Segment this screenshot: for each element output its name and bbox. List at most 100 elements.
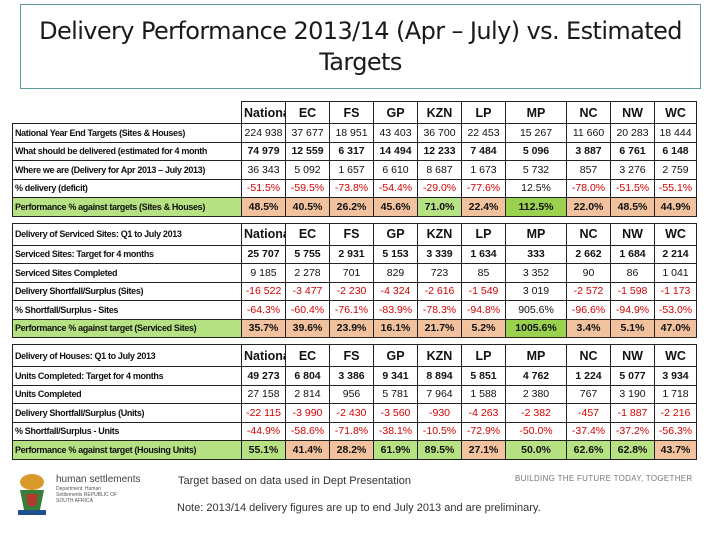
- table-row: % delivery (deficit) -51.5% -59.5% -73.8% -5…: [12, 178, 697, 198]
- column-header-fs: FS: [329, 222, 374, 246]
- column-header-nc: NC: [566, 222, 611, 246]
- cell-kzn: 89.5%: [417, 440, 462, 460]
- cell-nc: 11 660: [566, 123, 611, 143]
- cell-mp: 1005.6%: [505, 318, 567, 338]
- cell-fs: 6 317: [329, 141, 374, 161]
- table-row: Units Completed 27 158 2 814 956 5 781 7 964 1…: [12, 384, 697, 404]
- cell-ec: 39.6%: [285, 318, 330, 338]
- cell-national: 55.1%: [241, 440, 286, 460]
- cell-ec: 37 677: [285, 123, 330, 143]
- cell-nw: -94.9%: [610, 300, 655, 320]
- cell-wc: 2 759: [654, 160, 697, 180]
- table-header-row: NationalECFSGPKZNLPMPNCNWWC: [12, 101, 697, 124]
- cell-nc: 1 224: [566, 366, 611, 386]
- row-label: Performance % against target (Serviced S…: [12, 318, 242, 338]
- cell-lp: -1 549: [461, 281, 506, 301]
- logo-title: human settlements: [56, 474, 141, 485]
- cell-nw: -37.2%: [610, 421, 655, 441]
- cell-gp: 43 403: [373, 123, 418, 143]
- cell-mp: 112.5%: [505, 197, 567, 217]
- column-header-national: National: [241, 344, 286, 367]
- cell-national: 224 938: [241, 123, 286, 143]
- performance-tables: NationalECFSGPKZNLPMPNCNWWCNational Year…: [12, 101, 697, 460]
- cell-wc: 6 148: [654, 141, 697, 161]
- cell-nc: 3 887: [566, 141, 611, 161]
- cell-nw: 48.5%: [610, 197, 655, 217]
- cell-nc: 2 662: [566, 244, 611, 264]
- cell-nc: -37.4%: [566, 421, 611, 441]
- cell-wc: -2 216: [654, 403, 697, 423]
- cell-national: 48.5%: [241, 197, 286, 217]
- cell-nw: -1 887: [610, 403, 655, 423]
- column-header-wc: WC: [654, 101, 697, 124]
- column-header-kzn: KZN: [417, 101, 462, 124]
- cell-gp: 16.1%: [373, 318, 418, 338]
- cell-gp: -83.9%: [373, 300, 418, 320]
- row-label: Serviced Sites: Target for 4 months: [12, 244, 242, 264]
- cell-wc: 1 041: [654, 263, 697, 283]
- cell-kzn: 7 964: [417, 384, 462, 404]
- table-row: Units Completed: Target for 4 months 49 2…: [12, 366, 697, 386]
- column-header-lp: LP: [461, 101, 506, 124]
- table-1: NationalECFSGPKZNLPMPNCNWWCNational Year…: [12, 101, 697, 217]
- cell-lp: -94.8%: [461, 300, 506, 320]
- cell-mp: 5 096: [505, 141, 567, 161]
- cell-fs: -71.8%: [329, 421, 374, 441]
- cell-lp: 7 484: [461, 141, 506, 161]
- column-header-mp: MP: [505, 101, 567, 124]
- cell-fs: -2 430: [329, 403, 374, 423]
- cell-fs: -76.1%: [329, 300, 374, 320]
- cell-gp: 45.6%: [373, 197, 418, 217]
- row-label: Delivery Shortfall/Surplus (Units): [12, 403, 242, 423]
- table-row: Serviced Sites: Target for 4 months 25 70…: [12, 244, 697, 264]
- table-header-label: [12, 101, 242, 124]
- row-label: % delivery (deficit): [12, 178, 242, 198]
- cell-ec: 2 814: [285, 384, 330, 404]
- cell-national: -51.5%: [241, 178, 286, 198]
- cell-gp: 9 341: [373, 366, 418, 386]
- cell-nw: 62.8%: [610, 440, 655, 460]
- column-header-nw: NW: [610, 101, 655, 124]
- row-label: Serviced Sites Completed: [12, 263, 242, 283]
- cell-wc: -56.3%: [654, 421, 697, 441]
- cell-kzn: -2 616: [417, 281, 462, 301]
- cell-wc: 3 934: [654, 366, 697, 386]
- column-header-kzn: KZN: [417, 222, 462, 246]
- cell-nc: -2 572: [566, 281, 611, 301]
- cell-gp: -4 324: [373, 281, 418, 301]
- cell-national: 74 979: [241, 141, 286, 161]
- cell-wc: 47.0%: [654, 318, 697, 338]
- cell-lp: -4 263: [461, 403, 506, 423]
- cell-wc: -1 173: [654, 281, 697, 301]
- cell-mp: 2 380: [505, 384, 567, 404]
- coat-of-arms-icon: [18, 474, 46, 515]
- page-title: Delivery Performance 2013/14 (Apr – July…: [39, 16, 682, 76]
- cell-gp: 5 781: [373, 384, 418, 404]
- column-header-wc: WC: [654, 344, 697, 367]
- table-row: Where we are (Delivery for Apr 2013 – Ju…: [12, 160, 697, 180]
- row-label: What should be delivered (estimated for …: [12, 141, 242, 161]
- note-preliminary: Note: 2013/14 delivery figures are up to…: [177, 502, 541, 514]
- cell-kzn: -10.5%: [417, 421, 462, 441]
- cell-nw: 1 684: [610, 244, 655, 264]
- cell-nw: 3 190: [610, 384, 655, 404]
- table-row: Performance % against target (Serviced S…: [12, 318, 697, 338]
- column-header-wc: WC: [654, 222, 697, 246]
- cell-gp: 14 494: [373, 141, 418, 161]
- cell-kzn: -930: [417, 403, 462, 423]
- cell-wc: 18 444: [654, 123, 697, 143]
- cell-lp: 27.1%: [461, 440, 506, 460]
- cell-national: -64.3%: [241, 300, 286, 320]
- cell-lp: 85: [461, 263, 506, 283]
- row-label: Where we are (Delivery for Apr 2013 – Ju…: [12, 160, 242, 180]
- cell-mp: 5 732: [505, 160, 567, 180]
- cell-mp: -50.0%: [505, 421, 567, 441]
- cell-national: 49 273: [241, 366, 286, 386]
- cell-lp: 22.4%: [461, 197, 506, 217]
- table-2: Delivery of Serviced Sites: Q1 to July 2…: [12, 222, 697, 339]
- column-header-mp: MP: [505, 344, 567, 367]
- cell-gp: 829: [373, 263, 418, 283]
- column-header-fs: FS: [329, 344, 374, 367]
- cell-lp: -72.9%: [461, 421, 506, 441]
- cell-gp: -3 560: [373, 403, 418, 423]
